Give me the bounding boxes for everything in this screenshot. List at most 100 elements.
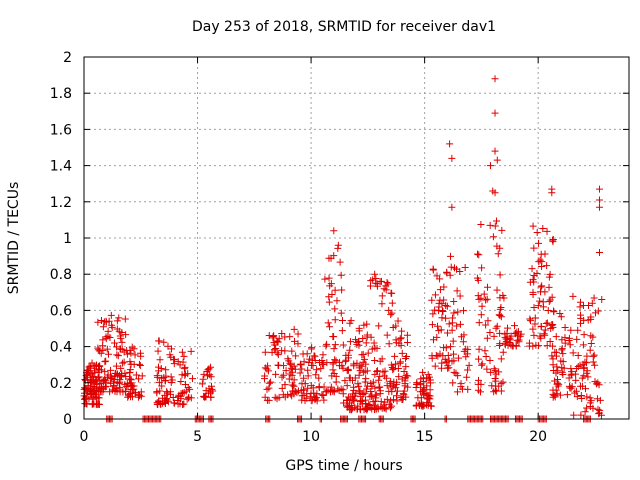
data-point: [452, 265, 460, 273]
data-point: [492, 370, 500, 378]
axis-ticks: 00.20.40.60.811.21.41.61.820 5 10 15 20: [50, 50, 629, 445]
data-point: [271, 341, 279, 349]
data-point: [570, 411, 578, 419]
data-point: [124, 393, 132, 401]
data-point: [373, 344, 381, 352]
data-point: [296, 369, 304, 377]
data-point: [583, 393, 591, 401]
data-point: [344, 366, 352, 374]
data-point: [475, 355, 483, 363]
data-point: [537, 250, 545, 258]
data-point: [99, 336, 107, 344]
data-point: [515, 336, 523, 344]
data-point: [538, 282, 546, 290]
data-point: [367, 388, 375, 396]
data-point: [586, 346, 594, 354]
data-point: [560, 364, 568, 372]
data-point: [288, 347, 296, 355]
data-point: [99, 346, 107, 354]
data-point: [542, 320, 550, 328]
data-point: [450, 297, 458, 305]
data-point: [402, 355, 410, 363]
data-point: [458, 385, 466, 393]
data-point: [592, 309, 600, 317]
peak-point: [595, 203, 603, 211]
data-point: [374, 403, 382, 411]
data-point: [368, 392, 376, 400]
data-point: [207, 363, 215, 371]
data-point: [261, 348, 269, 356]
data-point: [307, 345, 315, 353]
data-point: [591, 361, 599, 369]
data-point: [549, 361, 557, 369]
data-point: [159, 399, 167, 407]
data-point: [285, 357, 293, 365]
data-point: [525, 339, 533, 347]
data-point: [344, 402, 352, 410]
data-point: [443, 269, 451, 277]
data-point: [450, 368, 458, 376]
data-point: [370, 339, 378, 347]
data-point: [431, 291, 439, 299]
data-point: [396, 335, 404, 343]
data-point: [383, 331, 391, 339]
data-point: [186, 385, 194, 393]
data-point: [317, 365, 325, 373]
peak-point: [446, 140, 454, 148]
data-point: [155, 367, 163, 375]
data-point: [548, 293, 556, 301]
data-point: [455, 354, 463, 362]
data-point: [372, 394, 380, 402]
data-point: [433, 333, 441, 341]
data-point: [338, 286, 346, 294]
data-point: [559, 358, 567, 366]
data-point: [113, 325, 121, 333]
peak-point: [491, 147, 499, 155]
data-point: [490, 332, 498, 340]
data-point: [483, 283, 491, 291]
data-point: [476, 388, 484, 396]
data-point: [348, 395, 356, 403]
data-point: [261, 372, 269, 380]
data-point: [380, 285, 388, 293]
data-point: [392, 360, 400, 368]
data-point: [324, 319, 332, 327]
data-point: [447, 252, 455, 260]
data-point: [434, 322, 442, 330]
data-point: [364, 349, 372, 357]
data-point: [545, 298, 553, 306]
data-point: [307, 389, 315, 397]
data-point: [537, 334, 545, 342]
data-point: [209, 387, 217, 395]
data-point: [447, 343, 455, 351]
data-point: [378, 300, 386, 308]
data-point: [153, 388, 161, 396]
y-tick-label: 1.8: [50, 86, 72, 102]
data-point: [497, 304, 505, 312]
y-axis-label: SRMTID / TECUs: [6, 182, 22, 295]
data-point: [99, 323, 107, 331]
data-point: [356, 387, 364, 395]
chart-title: Day 253 of 2018, SRMTID for receiver dav…: [192, 19, 496, 35]
data-point: [478, 302, 486, 310]
data-point: [325, 254, 333, 262]
data-point: [330, 387, 338, 395]
data-point: [477, 294, 485, 302]
data-point: [153, 399, 161, 407]
data-point: [274, 351, 282, 359]
data-point: [168, 345, 176, 353]
data-point: [549, 236, 557, 244]
data-point: [397, 341, 405, 349]
data-point: [486, 329, 494, 337]
data-point: [577, 391, 585, 399]
data-point: [534, 302, 542, 310]
data-point: [491, 386, 499, 394]
data-point: [153, 372, 161, 380]
data-point: [528, 265, 536, 273]
data-point: [533, 229, 541, 237]
data-point: [513, 328, 521, 336]
data-point: [318, 357, 326, 365]
data-point: [419, 378, 427, 386]
data-point: [356, 367, 364, 375]
data-point: [442, 302, 450, 310]
